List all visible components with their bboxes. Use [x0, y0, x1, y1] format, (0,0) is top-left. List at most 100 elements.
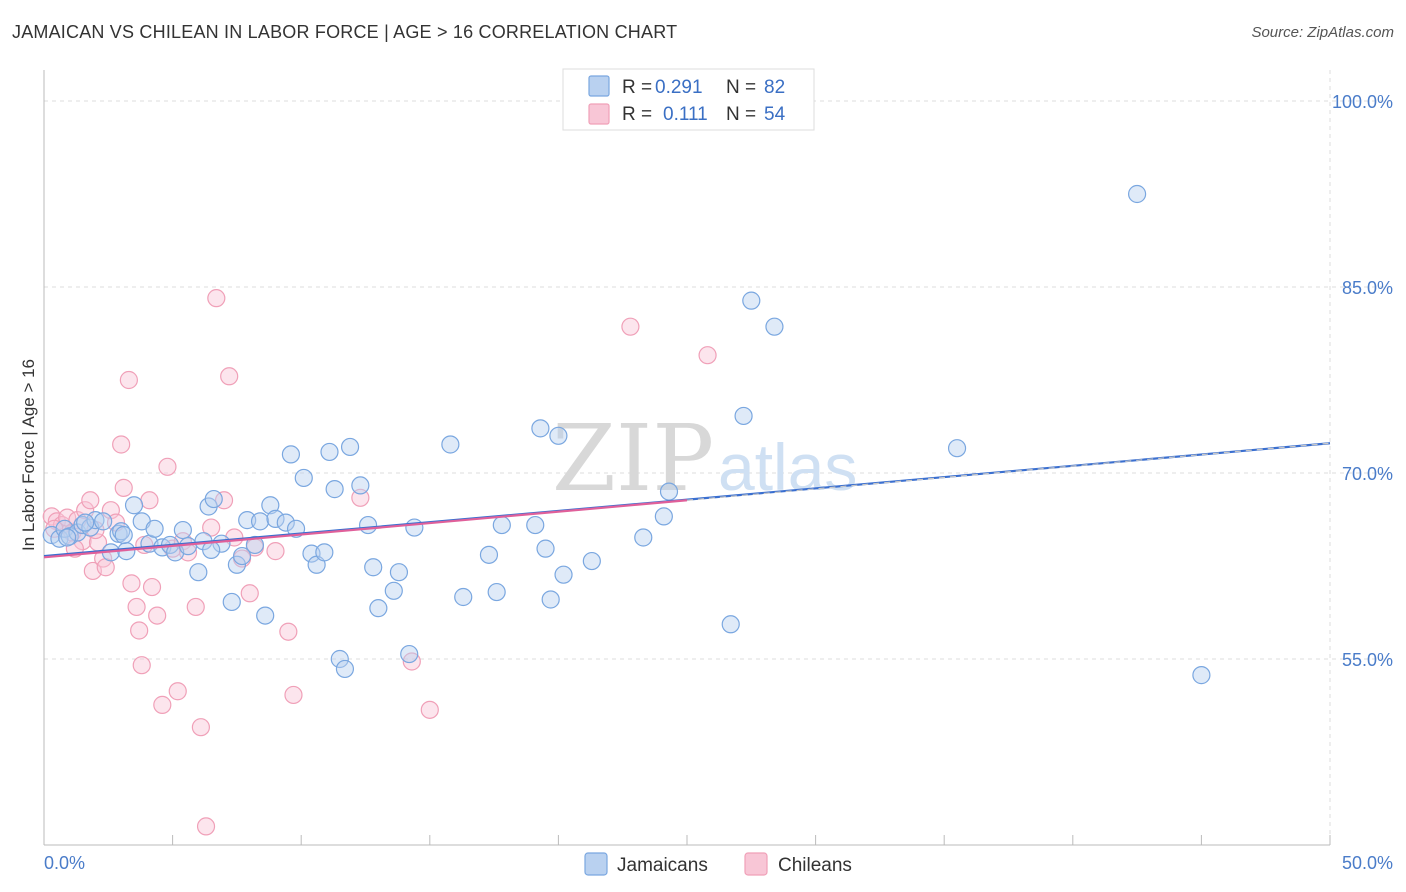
- point-chileans: [351, 488, 370, 507]
- point-jamaicans: [320, 442, 339, 462]
- legend-r-label: R =: [622, 77, 652, 98]
- x-tick-label: 0.0%: [44, 853, 85, 873]
- point-chileans: [114, 478, 133, 497]
- point-jamaicans: [227, 555, 246, 574]
- point-jamaicans: [582, 551, 601, 571]
- y-tick-label: 85.0%: [1342, 278, 1393, 298]
- point-chileans: [402, 652, 421, 671]
- chart-source: Source: ZipAtlas.com: [1251, 24, 1394, 41]
- point-jamaicans: [351, 476, 370, 495]
- y-tick-labels: 55.0% 70.0% 85.0% 100.0%: [1332, 92, 1393, 670]
- legend-n-label: N =: [726, 77, 756, 98]
- point-chileans: [420, 700, 439, 719]
- watermark: ZIP atlas: [552, 405, 857, 512]
- point-jamaicans: [222, 592, 241, 612]
- point-jamaicans: [541, 590, 560, 609]
- point-jamaicans: [742, 291, 761, 310]
- point-jamaicans: [1127, 184, 1147, 204]
- point-chileans: [158, 457, 177, 476]
- chart-title: JAMAICAN VS CHILEAN IN LABOR FORCE | AGE…: [12, 22, 678, 42]
- bottom-legend-swatch-chileans: [744, 852, 768, 876]
- point-jamaicans: [189, 563, 208, 582]
- data-points: [42, 184, 1211, 836]
- point-jamaicans: [721, 615, 740, 634]
- point-jamaicans: [526, 515, 545, 535]
- point-jamaicans: [124, 496, 144, 515]
- x-tick-labels: 0.0% 50.0%: [44, 853, 1393, 873]
- y-axis-label: In Labor Force | Age > 16: [19, 359, 38, 551]
- point-jamaicans: [281, 445, 301, 464]
- point-jamaicans: [454, 587, 473, 607]
- legend-row-chileans: R = 0.111 N = 54: [588, 103, 786, 125]
- point-jamaicans: [492, 515, 511, 535]
- trend-lines: [43, 442, 1331, 559]
- legend-swatch-jamaicans: [588, 75, 610, 97]
- point-jamaicans: [238, 511, 257, 530]
- y-tick-label: 100.0%: [1332, 92, 1393, 112]
- point-chileans: [153, 695, 172, 714]
- bottom-legend-label-jamaicans: Jamaicans: [617, 855, 708, 876]
- point-chileans: [698, 346, 717, 365]
- point-jamaicans: [369, 599, 388, 618]
- point-jamaicans: [145, 519, 164, 538]
- point-jamaicans: [256, 606, 275, 625]
- legend-box: R = 0.291 N = 82 R = 0.111 N = 54: [562, 68, 815, 131]
- bottom-legend: Jamaicans Chileans: [584, 852, 852, 876]
- point-jamaicans: [330, 649, 349, 669]
- point-chileans: [191, 718, 210, 737]
- point-jamaicans: [335, 659, 355, 679]
- point-jamaicans: [734, 406, 753, 426]
- legend-n-value-chileans: 54: [764, 104, 786, 125]
- point-chileans: [81, 491, 100, 510]
- point-jamaicans: [659, 482, 679, 501]
- point-jamaicans: [204, 489, 223, 509]
- point-chileans: [266, 542, 285, 561]
- grid: [44, 70, 1390, 845]
- point-chileans: [119, 370, 138, 390]
- point-chileans: [168, 682, 187, 701]
- point-jamaicans: [531, 419, 550, 438]
- legend-n-value-jamaicans: 82: [764, 77, 785, 98]
- point-jamaicans: [261, 496, 280, 515]
- point-jamaicans: [76, 513, 95, 532]
- point-chileans: [130, 621, 149, 640]
- point-chileans: [220, 367, 239, 386]
- legend-r-value-chileans: 0.111: [663, 104, 708, 125]
- bottom-legend-label-chileans: Chileans: [778, 855, 852, 876]
- point-jamaicans: [302, 544, 321, 563]
- point-jamaicans: [536, 539, 555, 558]
- point-jamaicans: [315, 543, 334, 562]
- point-jamaicans: [654, 507, 673, 526]
- point-jamaicans: [554, 565, 573, 584]
- axes: [43, 70, 1331, 846]
- point-jamaicans: [325, 480, 344, 499]
- point-jamaicans: [94, 512, 113, 531]
- point-chileans: [122, 574, 141, 593]
- point-chileans: [142, 577, 162, 597]
- point-chileans: [621, 317, 640, 336]
- point-jamaicans: [441, 435, 460, 454]
- point-chileans: [127, 597, 146, 617]
- legend-row-jamaicans: R = 0.291 N = 82: [588, 75, 785, 98]
- point-chileans: [148, 606, 167, 625]
- legend-r-value-jamaicans: 0.291: [655, 77, 703, 98]
- point-jamaicans: [340, 437, 360, 457]
- point-jamaicans: [232, 546, 252, 566]
- bottom-legend-swatch-jamaicans: [584, 852, 608, 876]
- point-chileans: [140, 491, 159, 510]
- y-tick-label: 55.0%: [1342, 650, 1393, 670]
- point-chileans: [240, 584, 259, 603]
- point-jamaicans: [400, 644, 419, 664]
- point-chileans: [279, 622, 298, 641]
- point-jamaicans: [364, 558, 383, 577]
- point-jamaicans: [358, 515, 378, 535]
- y-tick-label: 70.0%: [1342, 464, 1393, 484]
- point-jamaicans: [173, 520, 192, 540]
- point-chileans: [196, 817, 216, 836]
- point-jamaicans: [634, 528, 653, 547]
- point-chileans: [207, 289, 226, 308]
- point-chileans: [284, 685, 303, 705]
- point-chileans: [132, 656, 151, 675]
- point-chileans: [186, 597, 205, 617]
- point-jamaicans: [294, 468, 313, 488]
